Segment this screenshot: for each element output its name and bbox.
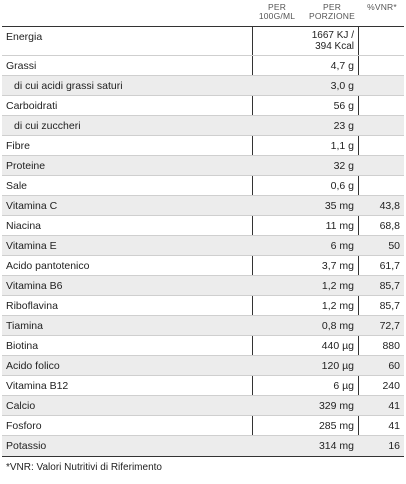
vnr-value: 72,7 (379, 320, 400, 332)
table-row: Vitamina B12 6 µg 240 (2, 376, 404, 396)
nutrient-name: Fosforo (6, 420, 42, 432)
vnr-value: 880 (382, 340, 400, 352)
per-portion-value: 1,2 mg (321, 300, 354, 312)
vnr-value: 85,7 (379, 300, 400, 312)
per-portion-value: 285 mg (318, 420, 354, 432)
per-portion-value: 314 mg (318, 440, 354, 452)
table-row: Vitamina E 6 mg 50 (2, 236, 404, 256)
nutrient-name: Riboflavina (6, 300, 58, 312)
per-portion-value: 6 mg (330, 240, 354, 252)
per-portion-value: 11 mg (325, 220, 354, 232)
nutrient-name: Sale (6, 180, 28, 192)
table-row: Carboidrati 56 g (2, 96, 404, 116)
nutrient-name: Acido folico (6, 360, 60, 372)
nutrient-name: Acido pantotenico (6, 260, 90, 272)
table-row: Fosforo 285 mg 41 (2, 416, 404, 436)
table-row: di cui acidi grassi saturi 3,0 g (2, 76, 404, 96)
vnr-value: 60 (388, 360, 400, 372)
vnr-value: 41 (388, 400, 400, 412)
nutrient-name: Energia (6, 31, 43, 43)
table-row: di cui zuccheri 23 g (2, 116, 404, 136)
header-vnr: %VNR* (367, 2, 397, 12)
header-per-100: PER 100G/ML (258, 2, 296, 21)
vnr-value: 43,8 (379, 200, 400, 212)
table-body: Energia 1667 KJ / 394 Kcal Grassi 4,7 g di c… (2, 26, 404, 457)
table-row: Energia 1667 KJ / 394 Kcal (2, 27, 404, 56)
table-row: Potassio 314 mg 16 (2, 436, 404, 456)
nutrient-name: Potassio (6, 440, 47, 452)
table-row: Niacina 11 mg 68,8 (2, 216, 404, 236)
table-row: Vitamina B6 1,2 mg 85,7 (2, 276, 404, 296)
table-row: Fibre 1,1 g (2, 136, 404, 156)
table-row: Proteine 32 g (2, 156, 404, 176)
vnr-value: 85,7 (379, 280, 400, 292)
per-portion-value: 56 g (333, 100, 354, 112)
vnr-value: 61,7 (379, 260, 400, 272)
per-portion-value: 3,0 g (330, 80, 354, 92)
nutrient-name: Biotina (6, 340, 39, 352)
nutrient-name: Vitamina B6 (6, 280, 63, 292)
table-row: Vitamina C 35 mg 43,8 (2, 196, 404, 216)
nutrient-name: Grassi (6, 60, 37, 72)
nutrient-name: Carboidrati (6, 100, 58, 112)
table-row: Sale 0,6 g (2, 176, 404, 196)
nutrition-table: PER 100G/ML PER PORZIONE %VNR* Energia 16… (2, 0, 404, 478)
nutrient-name: Vitamina C (6, 200, 58, 212)
per-portion-value: 32 g (333, 160, 354, 172)
table-row: Tiamina 0,8 mg 72,7 (2, 316, 404, 336)
per-portion-value: 0,6 g (330, 180, 354, 192)
vnr-value: 240 (382, 380, 400, 392)
vnr-value: 50 (388, 240, 400, 252)
nutrient-name: Niacina (6, 220, 42, 232)
nutrient-name: Calcio (6, 400, 36, 412)
nutrient-name: Tiamina (6, 320, 43, 332)
nutrient-name: di cui acidi grassi saturi (14, 80, 123, 92)
table-header: PER 100G/ML PER PORZIONE %VNR* (2, 0, 404, 26)
vnr-value: 68,8 (379, 220, 400, 232)
table-row: Riboflavina 1,2 mg 85,7 (2, 296, 404, 316)
table-row: Acido pantotenico 3,7 mg 61,7 (2, 256, 404, 276)
per-portion-value: 329 mg (318, 400, 354, 412)
per-portion-value: 0,8 mg (321, 320, 354, 332)
per-portion-value: 6 µg (333, 380, 354, 392)
per-portion-value: 1,2 mg (321, 280, 354, 292)
table-row: Acido folico 120 µg 60 (2, 356, 404, 376)
nutrient-name: Fibre (6, 140, 30, 152)
table-row: Biotina 440 µg 880 (2, 336, 404, 356)
nutrient-name: Vitamina E (6, 240, 57, 252)
header-per-portion: PER PORZIONE (309, 2, 355, 21)
footnote: *VNR: Valori Nutritivi di Riferimento (6, 462, 162, 473)
per-portion-value: 23 g (333, 120, 354, 132)
per-portion-value: 3,7 mg (321, 260, 354, 272)
per-portion-value: 1,1 g (330, 140, 354, 152)
per-portion-value: 4,7 g (330, 60, 354, 72)
nutrient-name: di cui zuccheri (14, 120, 81, 132)
per-portion-value: 120 µg (321, 360, 354, 372)
table-row: Calcio 329 mg 41 (2, 396, 404, 416)
per-portion-value: 35 mg (324, 200, 354, 212)
vnr-value: 41 (388, 420, 400, 432)
per-portion-value: 440 µg (321, 340, 354, 352)
per-portion-value: 1667 KJ / 394 Kcal (311, 30, 354, 52)
vnr-value: 16 (388, 440, 400, 452)
nutrient-name: Vitamina B12 (6, 380, 69, 392)
table-row: Grassi 4,7 g (2, 56, 404, 76)
nutrient-name: Proteine (6, 160, 46, 172)
